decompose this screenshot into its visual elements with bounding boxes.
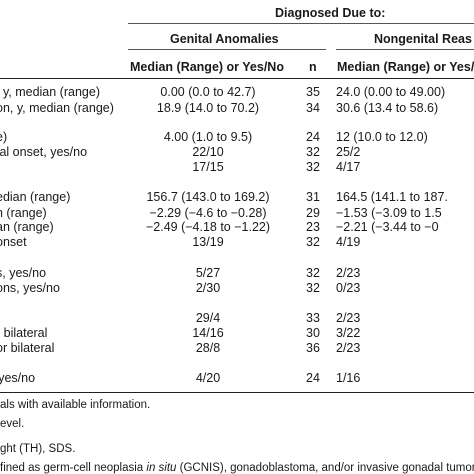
col-header-n: n (309, 60, 317, 74)
row-label: n (range) (0, 206, 47, 220)
row-label: on, y, median (range) (0, 101, 114, 115)
genital-value: 29/4 (195, 311, 221, 325)
table-row: or bilateral 28/8 36 2/23 (0, 341, 474, 356)
nongenital-value: 0/23 (336, 281, 361, 295)
genital-value: 156.7 (143.0 to 169.2) (146, 190, 270, 204)
row-label: ons, yes/no (0, 281, 60, 295)
row-label: fyes/no (0, 371, 35, 386)
table-row: onset 13/19 32 4/19 (0, 235, 474, 250)
row-label: an (range) (0, 220, 54, 234)
genital-value: 4.00 (1.0 to 9.5) (163, 130, 253, 144)
n-value: 24 (306, 371, 320, 385)
row-label: , y, median (range) (0, 85, 100, 99)
nongenital-value: 1/16 (336, 371, 361, 385)
genital-value: 5/27 (195, 266, 221, 280)
genital-value: 4/20 (195, 371, 221, 385)
n-value: 30 (306, 326, 320, 340)
nongenital-value: 2/23 (336, 266, 361, 280)
n-value: 35 (306, 85, 320, 99)
header-group-rule (128, 23, 474, 24)
n-value: 29 (306, 206, 320, 220)
row-label: edian (range) (0, 190, 71, 204)
group2-rule (336, 49, 474, 50)
table-row: 29/4 33 2/23 (0, 311, 474, 326)
n-value: 34 (306, 101, 320, 115)
n-value: 32 (306, 145, 320, 159)
nongenital-value: 30.6 (13.4 to 58.6) (336, 101, 439, 115)
genital-value: 0.00 (0.0 to 42.7) (160, 85, 256, 99)
row-label: e) (0, 130, 8, 144)
table-row: edian (range) 156.7 (143.0 to 169.2) 31 … (0, 190, 474, 205)
table-row: e) 4.00 (1.0 to 9.5) 24 12 (10.0 to 12.0… (0, 130, 474, 145)
row-label: onset (0, 235, 27, 249)
nongenital-value: 24.0 (0.00 to 49.00) (336, 85, 446, 99)
n-value: 31 (306, 190, 320, 204)
footnote: ght (TH), SDS. (0, 443, 76, 455)
n-value: 23 (306, 220, 320, 234)
col-header-median-2: Median (Range) or Yes/No (337, 60, 474, 74)
nongenital-value: −2.21 (−3.44 to −0 (336, 220, 439, 234)
genital-value: 17/15 (192, 160, 224, 174)
footnote: fined as germ-cell neoplasia in situ (GC… (0, 462, 474, 474)
row-label: s, yes/no (0, 266, 47, 280)
nongenital-value: 3/22 (336, 326, 361, 340)
genital-value: −2.49 (−4.18 to −1.22) (145, 220, 271, 234)
n-value: 32 (306, 281, 320, 295)
footnote-italic: in situ (146, 462, 177, 474)
header-diagnosed-due-to: Diagnosed Due to: (275, 6, 386, 20)
group1-rule (128, 49, 326, 50)
genital-value: 13/19 (192, 235, 224, 249)
genital-value: 2/30 (195, 281, 221, 295)
nongenital-value: 12 (10.0 to 12.0) (336, 130, 428, 144)
row-label: r bilateral (0, 326, 48, 340)
n-value: 32 (306, 266, 320, 280)
table-row: fyes/no 4/20 24 1/16 (0, 371, 474, 386)
table-row: tal onset, yes/no 22/10 32 25/2 (0, 145, 474, 160)
table-bottom-rule (0, 392, 474, 393)
n-value: 36 (306, 341, 320, 355)
table-row: on, y, median (range) 18.9 (14.0 to 70.2… (0, 101, 474, 116)
table-row: r bilateral 14/16 30 3/22 (0, 326, 474, 341)
row-label: tal onset, yes/no (0, 145, 88, 159)
genital-value: −2.29 (−4.6 to −0.28) (149, 206, 267, 220)
genital-value: 18.9 (14.0 to 70.2) (156, 101, 260, 115)
n-value: 24 (306, 130, 320, 144)
row-label: or bilateral (0, 341, 55, 355)
header-genital-anomalies: Genital Anomalies (170, 32, 279, 46)
nongenital-value: −1.53 (−3.09 to 1.5 (336, 206, 442, 220)
header-nongenital-reasons: Nongenital Reas (374, 32, 472, 46)
footnote: als with available information. (0, 399, 151, 411)
n-value: 32 (306, 235, 320, 249)
footnote-text-b: (GCNIS), gonadoblastoma, and/or invasive… (176, 462, 474, 474)
nongenital-value: 164.5 (141.1 to 187. (336, 190, 448, 204)
genital-value: 22/10 (192, 145, 224, 159)
genital-value: 28/8 (195, 341, 221, 355)
header-bottom-rule (0, 78, 474, 79)
table-row: an (range) −2.49 (−4.18 to −1.22) 23 −2.… (0, 220, 474, 235)
nongenital-value: 4/19 (336, 235, 361, 249)
nongenital-value: 2/23 (336, 311, 361, 325)
col-header-median-1: Median (Range) or Yes/No (130, 60, 284, 74)
table-row: 17/15 32 4/17 (0, 160, 474, 175)
footnote-text-a: fined as germ-cell neoplasia (0, 462, 147, 474)
n-value: 32 (306, 160, 320, 174)
n-value: 33 (306, 311, 320, 325)
genital-value: 14/16 (192, 326, 224, 340)
nongenital-value: 25/2 (336, 145, 361, 159)
table-row: ons, yes/no 2/30 32 0/23 (0, 281, 474, 296)
table-row: s, yes/no 5/27 32 2/23 (0, 266, 474, 281)
table-row: n (range) −2.29 (−4.6 to −0.28) 29 −1.53… (0, 206, 474, 221)
footnote: evel. (0, 418, 25, 430)
row-label-text: yes/no (0, 371, 36, 385)
nongenital-value: 2/23 (336, 341, 361, 355)
nongenital-value: 4/17 (336, 160, 361, 174)
table-row: , y, median (range) 0.00 (0.0 to 42.7) 3… (0, 85, 474, 100)
